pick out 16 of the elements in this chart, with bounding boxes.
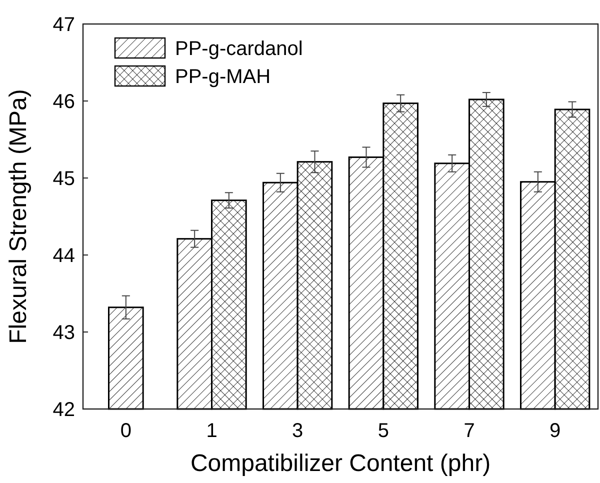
- y-tick-label: 42: [52, 399, 75, 421]
- y-tick-label: 46: [52, 91, 75, 113]
- y-tick-label: 43: [52, 322, 75, 344]
- x-tick-label: 7: [464, 420, 475, 442]
- x-tick-label: 9: [550, 420, 561, 442]
- y-tick-label: 47: [52, 14, 75, 36]
- x-tick-label: 0: [120, 420, 132, 442]
- y-tick-label: 45: [52, 168, 75, 190]
- x-tick-label: 5: [378, 420, 389, 442]
- legend-label: PP-g-MAH: [175, 66, 271, 88]
- x-tick-label: 3: [292, 420, 304, 442]
- legend-label: PP-g-cardanol: [175, 38, 303, 60]
- y-axis-title: Flexural Strength (MPa): [5, 89, 32, 344]
- x-tick-label: 1: [206, 420, 218, 442]
- y-tick-label: 44: [52, 245, 75, 267]
- x-axis-title: Compatibilizer Content (phr): [190, 450, 491, 477]
